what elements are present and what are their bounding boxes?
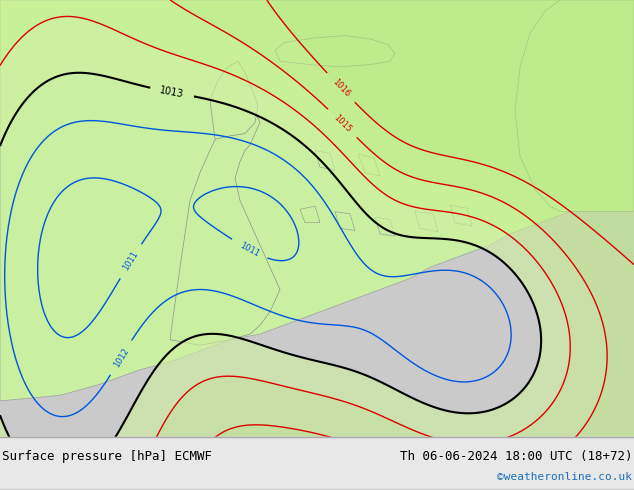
Text: Th 06-06-2024 18:00 UTC (18+72): Th 06-06-2024 18:00 UTC (18+72) <box>399 450 632 463</box>
Text: 1011: 1011 <box>238 241 261 259</box>
Text: 1016: 1016 <box>330 77 351 98</box>
Polygon shape <box>450 205 472 226</box>
Polygon shape <box>0 0 634 401</box>
Text: 1012: 1012 <box>112 346 131 369</box>
Polygon shape <box>358 154 380 176</box>
Polygon shape <box>375 217 395 236</box>
Text: ©weatheronline.co.uk: ©weatheronline.co.uk <box>497 472 632 482</box>
Bar <box>0 489 634 490</box>
Polygon shape <box>515 0 634 212</box>
Text: 1013: 1013 <box>159 85 185 99</box>
Polygon shape <box>275 36 395 67</box>
Polygon shape <box>315 150 335 171</box>
Text: 1015: 1015 <box>332 113 353 134</box>
Text: 1014: 1014 <box>138 446 155 469</box>
Polygon shape <box>210 61 258 139</box>
Text: Surface pressure [hPa] ECMWF: Surface pressure [hPa] ECMWF <box>2 450 212 463</box>
Text: 1011: 1011 <box>121 250 140 272</box>
Polygon shape <box>335 212 355 230</box>
Polygon shape <box>415 212 438 232</box>
Bar <box>0 437 634 490</box>
Polygon shape <box>300 206 320 223</box>
Polygon shape <box>170 89 280 345</box>
